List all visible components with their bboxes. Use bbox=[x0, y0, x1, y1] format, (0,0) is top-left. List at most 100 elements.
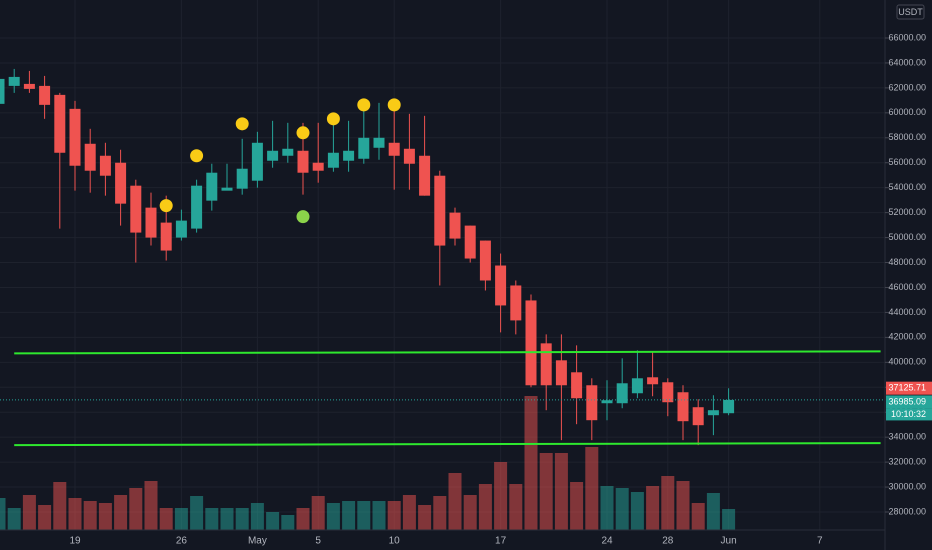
volume-bar bbox=[387, 501, 401, 530]
countdown: 10:10:32 bbox=[891, 409, 926, 419]
countdown-bg bbox=[886, 408, 932, 421]
y-tick-label: 58000.00 bbox=[888, 132, 926, 142]
volume-bar bbox=[418, 505, 432, 530]
volume-bar bbox=[250, 503, 264, 530]
volume-bar bbox=[570, 482, 584, 530]
volume-bar bbox=[159, 508, 173, 530]
volume-bar bbox=[53, 482, 67, 530]
y-tick-label: 50000.00 bbox=[888, 232, 926, 242]
candle-body bbox=[647, 377, 659, 385]
y-tick-label: 32000.00 bbox=[888, 456, 926, 466]
price-axis: 28000.0030000.0032000.0034000.0036000.00… bbox=[885, 32, 932, 516]
y-tick-label: 28000.00 bbox=[888, 506, 926, 516]
candle-body bbox=[677, 392, 689, 422]
candle-body bbox=[525, 300, 537, 386]
x-tick-label: 17 bbox=[495, 536, 507, 547]
candle-body bbox=[327, 152, 339, 168]
volume-bar bbox=[646, 486, 660, 530]
volume-bar bbox=[463, 495, 477, 530]
volume-bar bbox=[235, 508, 249, 530]
price-label: 37125.71 bbox=[888, 383, 926, 393]
y-tick-label: 34000.00 bbox=[888, 432, 926, 442]
signal-dot bbox=[387, 98, 401, 112]
volume-bar bbox=[676, 481, 690, 530]
x-tick-label: 7 bbox=[817, 536, 823, 547]
signal-dot bbox=[326, 112, 340, 126]
y-tick-label: 42000.00 bbox=[888, 332, 926, 342]
volume-bar bbox=[144, 481, 158, 530]
candle-body bbox=[343, 150, 355, 161]
candle-body bbox=[297, 150, 309, 173]
candle-body bbox=[115, 162, 127, 204]
volume-bar bbox=[691, 503, 705, 530]
currency-badge[interactable] bbox=[896, 4, 925, 20]
price-label: 36985.09 bbox=[888, 396, 926, 406]
candle-body bbox=[388, 142, 400, 156]
volume-bar bbox=[281, 515, 295, 530]
candle-body bbox=[373, 137, 385, 148]
price-label-bg bbox=[886, 395, 932, 409]
volume-bar bbox=[433, 496, 447, 530]
volume-bar bbox=[722, 509, 736, 530]
volume-bar bbox=[600, 486, 614, 530]
candle-body bbox=[631, 378, 643, 394]
volume-bar bbox=[509, 484, 523, 530]
x-tick-label: 26 bbox=[176, 536, 188, 547]
candle-body bbox=[69, 108, 81, 166]
x-tick-label: 24 bbox=[601, 536, 613, 547]
volume-bar bbox=[494, 462, 508, 530]
y-tick-label: 48000.00 bbox=[888, 257, 926, 267]
volume-bar bbox=[706, 493, 720, 530]
candle-body bbox=[510, 285, 522, 321]
y-tick-label: 64000.00 bbox=[888, 57, 926, 67]
candle-body bbox=[236, 168, 248, 189]
volume-bar bbox=[357, 501, 371, 530]
volume-bar bbox=[402, 495, 416, 530]
candle-body bbox=[403, 148, 415, 164]
candle-body bbox=[312, 162, 324, 171]
volume-bar bbox=[68, 498, 82, 530]
volume-bar bbox=[190, 496, 204, 530]
signal-dot bbox=[357, 98, 371, 112]
candle-body bbox=[586, 385, 598, 421]
candle-body bbox=[84, 143, 96, 171]
volume-bar bbox=[205, 508, 219, 530]
volume-bar bbox=[539, 453, 553, 530]
volume-bar bbox=[554, 453, 568, 530]
candle-body bbox=[692, 407, 704, 426]
currency-label: USDT bbox=[898, 7, 923, 17]
candle-body bbox=[434, 175, 446, 246]
candle-body bbox=[540, 343, 552, 386]
candle-body bbox=[449, 212, 461, 239]
volume-bar bbox=[220, 508, 234, 530]
signal-dot bbox=[296, 210, 310, 224]
x-tick-label: 10 bbox=[389, 536, 401, 547]
candle-body bbox=[221, 187, 233, 191]
y-tick-label: 56000.00 bbox=[888, 157, 926, 167]
candle-body bbox=[571, 372, 583, 399]
candle-body bbox=[601, 400, 613, 404]
y-tick-label: 60000.00 bbox=[888, 107, 926, 117]
candle-body bbox=[555, 360, 567, 386]
signal-dot bbox=[159, 199, 173, 213]
candle-body bbox=[495, 265, 507, 306]
candle-body bbox=[358, 137, 370, 159]
volume-bar bbox=[83, 501, 97, 530]
volume-bar bbox=[98, 503, 112, 530]
volume-bar bbox=[615, 488, 629, 530]
plot bbox=[0, 68, 885, 447]
signal-dot bbox=[235, 117, 249, 131]
volume-bar bbox=[342, 501, 356, 530]
price-label-bg bbox=[886, 381, 932, 395]
candle-body bbox=[723, 399, 735, 414]
x-tick-label: 28 bbox=[662, 536, 674, 547]
y-tick-label: 52000.00 bbox=[888, 207, 926, 217]
candle-body bbox=[39, 85, 51, 105]
candle-body bbox=[419, 155, 431, 196]
volume-bar bbox=[661, 476, 675, 530]
candle-body bbox=[160, 222, 172, 251]
volume-pane bbox=[0, 396, 736, 530]
y-tick-label: 62000.00 bbox=[888, 82, 926, 92]
